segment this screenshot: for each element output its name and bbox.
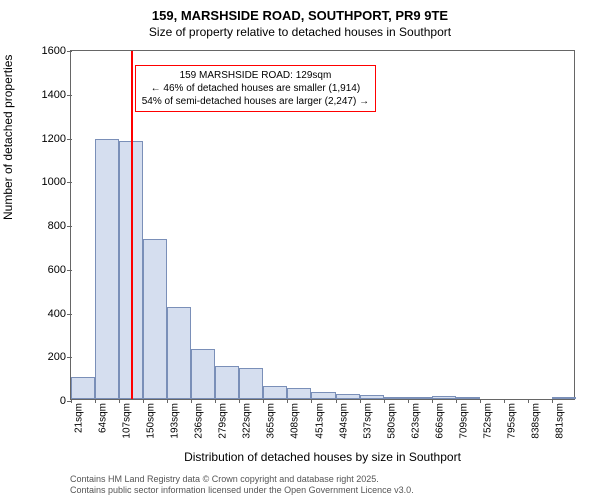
x-tick-label: 494sqm xyxy=(338,399,349,439)
x-tick-label: 580sqm xyxy=(386,399,397,439)
x-tick-mark xyxy=(191,399,192,403)
x-tick-mark xyxy=(239,399,240,403)
reference-line xyxy=(131,51,133,399)
x-tick-mark xyxy=(143,399,144,403)
plot-area: 0200400600800100012001400160021sqm64sqm1… xyxy=(70,50,575,400)
x-tick-mark xyxy=(528,399,529,403)
y-tick: 1200 xyxy=(31,133,66,145)
y-tick: 800 xyxy=(31,220,66,232)
y-axis-label: Number of detached properties xyxy=(1,55,15,220)
x-tick-label: 537sqm xyxy=(362,399,373,439)
x-tick-mark xyxy=(311,399,312,403)
histogram-bar xyxy=(287,388,311,399)
x-tick-mark xyxy=(336,399,337,403)
annotation-box: 159 MARSHSIDE ROAD: 129sqm← 46% of detac… xyxy=(135,65,376,112)
x-tick-label: 666sqm xyxy=(434,399,445,439)
x-tick-mark xyxy=(287,399,288,403)
x-tick-label: 21sqm xyxy=(74,399,85,433)
x-tick-label: 709sqm xyxy=(458,399,469,439)
histogram-bar xyxy=(167,307,191,399)
x-tick-label: 64sqm xyxy=(98,399,109,433)
x-tick-label: 623sqm xyxy=(410,399,421,439)
x-tick-mark xyxy=(552,399,553,403)
x-tick-mark xyxy=(119,399,120,403)
x-tick-mark xyxy=(95,399,96,403)
histogram-bar xyxy=(263,386,287,399)
x-tick-label: 193sqm xyxy=(170,399,181,439)
histogram-bar xyxy=(239,368,263,399)
annotation-line-1: 159 MARSHSIDE ROAD: 129sqm xyxy=(142,69,369,82)
chart-subtitle: Size of property relative to detached ho… xyxy=(0,23,600,43)
x-tick-label: 279sqm xyxy=(218,399,229,439)
x-tick-label: 795sqm xyxy=(506,399,517,439)
x-tick-mark xyxy=(71,399,72,403)
x-tick-label: 365sqm xyxy=(266,399,277,439)
chart-container: 159, MARSHSIDE ROAD, SOUTHPORT, PR9 9TE … xyxy=(0,0,600,500)
annotation-line-3: 54% of semi-detached houses are larger (… xyxy=(142,95,369,108)
y-tick: 400 xyxy=(31,308,66,320)
y-tick: 600 xyxy=(31,264,66,276)
histogram-bar xyxy=(191,349,215,399)
x-tick-label: 752sqm xyxy=(482,399,493,439)
x-tick-mark xyxy=(480,399,481,403)
y-tick: 1600 xyxy=(31,45,66,57)
x-tick-label: 881sqm xyxy=(554,399,565,439)
x-tick-mark xyxy=(432,399,433,403)
annotation-line-2: ← 46% of detached houses are smaller (1,… xyxy=(142,82,369,95)
y-tick: 0 xyxy=(31,395,66,407)
footer-copyright-2: Contains public sector information licen… xyxy=(70,485,575,496)
x-tick-label: 408sqm xyxy=(290,399,301,439)
x-tick-label: 236sqm xyxy=(194,399,205,439)
x-tick-mark xyxy=(384,399,385,403)
x-tick-mark xyxy=(408,399,409,403)
histogram-bar xyxy=(215,366,239,399)
x-tick-label: 322sqm xyxy=(242,399,253,439)
x-tick-mark xyxy=(456,399,457,403)
x-axis-label: Distribution of detached houses by size … xyxy=(70,450,575,464)
x-tick-label: 838sqm xyxy=(530,399,541,439)
histogram-bar xyxy=(71,377,95,399)
x-tick-label: 451sqm xyxy=(314,399,325,439)
y-tick: 200 xyxy=(31,351,66,363)
chart-footer: Contains HM Land Registry data © Crown c… xyxy=(70,474,575,496)
y-tick: 1000 xyxy=(31,176,66,188)
chart-title-address: 159, MARSHSIDE ROAD, SOUTHPORT, PR9 9TE xyxy=(0,0,600,23)
x-tick-label: 150sqm xyxy=(146,399,157,439)
y-tick: 1400 xyxy=(31,89,66,101)
x-tick-mark xyxy=(360,399,361,403)
footer-copyright-1: Contains HM Land Registry data © Crown c… xyxy=(70,474,575,485)
x-tick-mark xyxy=(215,399,216,403)
histogram-bar xyxy=(143,239,167,399)
histogram-bar xyxy=(95,139,119,399)
x-tick-label: 107sqm xyxy=(122,399,133,439)
x-tick-mark xyxy=(504,399,505,403)
x-tick-mark xyxy=(263,399,264,403)
x-tick-mark xyxy=(167,399,168,403)
